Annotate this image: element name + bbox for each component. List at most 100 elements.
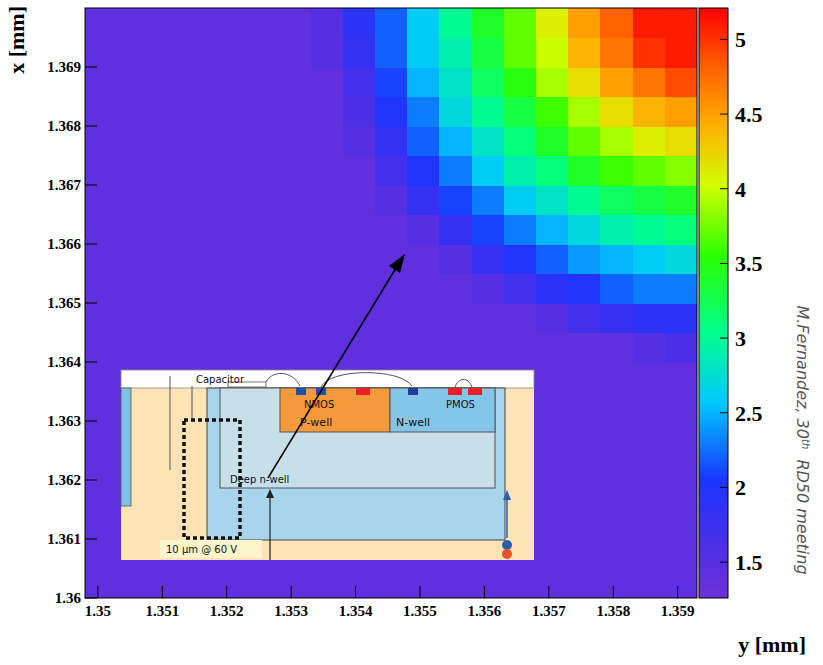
- heatmap-cell: [504, 303, 537, 333]
- heatmap-cell: [665, 274, 697, 304]
- heatmap-cell: [407, 274, 440, 304]
- heatmap-cell: [439, 8, 472, 38]
- heatmap-cell: [568, 451, 601, 481]
- x-tick-label: 1.351: [145, 603, 179, 619]
- heatmap-cell: [407, 215, 440, 245]
- heatmap-cell: [278, 38, 311, 68]
- heatmap-cell: [182, 303, 215, 333]
- heatmap-cell: [117, 244, 150, 274]
- heatmap-cell: [246, 333, 279, 363]
- heatmap-cell: [665, 392, 697, 422]
- heatmap-cell: [504, 569, 537, 599]
- heatmap-cell: [85, 333, 118, 363]
- plot-frame: [85, 8, 697, 598]
- heatmap-cell: [600, 303, 633, 333]
- colorbar-tick-label: 2: [735, 475, 746, 500]
- heatmap-cell: [407, 569, 440, 599]
- colorbar-tick-label: 2.5: [735, 401, 763, 426]
- heatmap-cell: [600, 480, 633, 510]
- heatmap-cell: [568, 569, 601, 599]
- heatmap-cell: [407, 126, 440, 156]
- inset-wire: [321, 373, 412, 387]
- heatmap-cell: [439, 244, 472, 274]
- heatmap-cell: [633, 392, 666, 422]
- heatmap-cell: [182, 569, 215, 599]
- y-tick: [85, 598, 97, 599]
- inset-electron: [502, 540, 512, 550]
- heatmap-cell: [182, 67, 215, 97]
- heatmap-cells: [85, 8, 697, 598]
- inset-contact: [448, 388, 462, 395]
- heatmap-cell: [85, 510, 118, 540]
- heatmap-cell: [149, 569, 182, 599]
- heatmap-cell: [182, 38, 215, 68]
- heatmap-cell: [568, 362, 601, 392]
- heatmap-cell: [504, 185, 537, 215]
- y-tick: [85, 480, 97, 481]
- heatmap-cell: [149, 67, 182, 97]
- heatmap-cell: [149, 333, 182, 363]
- inset-line: [170, 376, 171, 470]
- x-tick-label: 1.355: [403, 603, 437, 619]
- heatmap-cell: [214, 156, 247, 186]
- heatmap-cell: [85, 569, 118, 599]
- inset-side-well: [121, 388, 131, 506]
- inset-label: N-well: [396, 416, 430, 429]
- heatmap-cell: [536, 480, 569, 510]
- heatmap-cell: [633, 156, 666, 186]
- heatmap-cell: [439, 67, 472, 97]
- heatmap-cell: [278, 156, 311, 186]
- heatmap-cell: [665, 569, 697, 599]
- credit: M.Fernandez, 30th RD50 meeting: [793, 305, 812, 574]
- heatmap-cell: [246, 303, 279, 333]
- heatmap-cell: [85, 480, 118, 510]
- heatmap-cell: [149, 303, 182, 333]
- heatmap-cell: [85, 539, 118, 569]
- heatmap-cell: [536, 569, 569, 599]
- inset-contact: [468, 388, 482, 395]
- heatmap-cell: [633, 333, 666, 363]
- x-tick-label: 1.356: [468, 603, 502, 619]
- heatmap-cell: [472, 185, 505, 215]
- heatmap-cell: [504, 38, 537, 68]
- heatmap-cell: [85, 67, 118, 97]
- heatmap-cell: [568, 244, 601, 274]
- heatmap-cell: [536, 126, 569, 156]
- heatmap-cell: [504, 126, 537, 156]
- colorbar-tick: [720, 263, 728, 264]
- heatmap-cell: [246, 97, 279, 127]
- heatmap-cell: [665, 510, 697, 540]
- heatmap-cell: [85, 156, 118, 186]
- heatmap-cell: [375, 274, 408, 304]
- heatmap-cell: [278, 569, 311, 599]
- y-tick: [85, 244, 97, 245]
- heatmap-cell: [149, 274, 182, 304]
- heatmap-cell: [117, 97, 150, 127]
- heatmap-cell: [600, 126, 633, 156]
- heatmap-cell: [85, 38, 118, 68]
- heatmap-cell: [568, 156, 601, 186]
- heatmap-cell: [504, 215, 537, 245]
- x-tick: [419, 586, 420, 598]
- heatmap-cell: [536, 510, 569, 540]
- heatmap-cell: [278, 333, 311, 363]
- y-tick: [85, 126, 97, 127]
- heatmap-cell: [375, 303, 408, 333]
- heatmap-cell: [600, 421, 633, 451]
- heatmap-cell: [214, 38, 247, 68]
- inset-diagram: CapacitorNMOSP-wellN-wellPMOSDeep n-well…: [121, 370, 534, 560]
- x-tick: [613, 586, 614, 598]
- inset-arrowhead: [266, 489, 274, 498]
- plot-background: [85, 8, 697, 598]
- credit-text: RD50 meeting: [793, 449, 812, 574]
- heatmap-cell: [633, 215, 666, 245]
- heatmap-cell: [439, 156, 472, 186]
- heatmap-cell: [536, 303, 569, 333]
- heatmap-cell: [343, 569, 376, 599]
- heatmap-cell: [536, 67, 569, 97]
- heatmap-cell: [278, 215, 311, 245]
- heatmap-cell: [600, 244, 633, 274]
- heatmap-cell: [278, 97, 311, 127]
- heatmap-cell: [310, 215, 343, 245]
- colorbar-tick: [720, 338, 728, 339]
